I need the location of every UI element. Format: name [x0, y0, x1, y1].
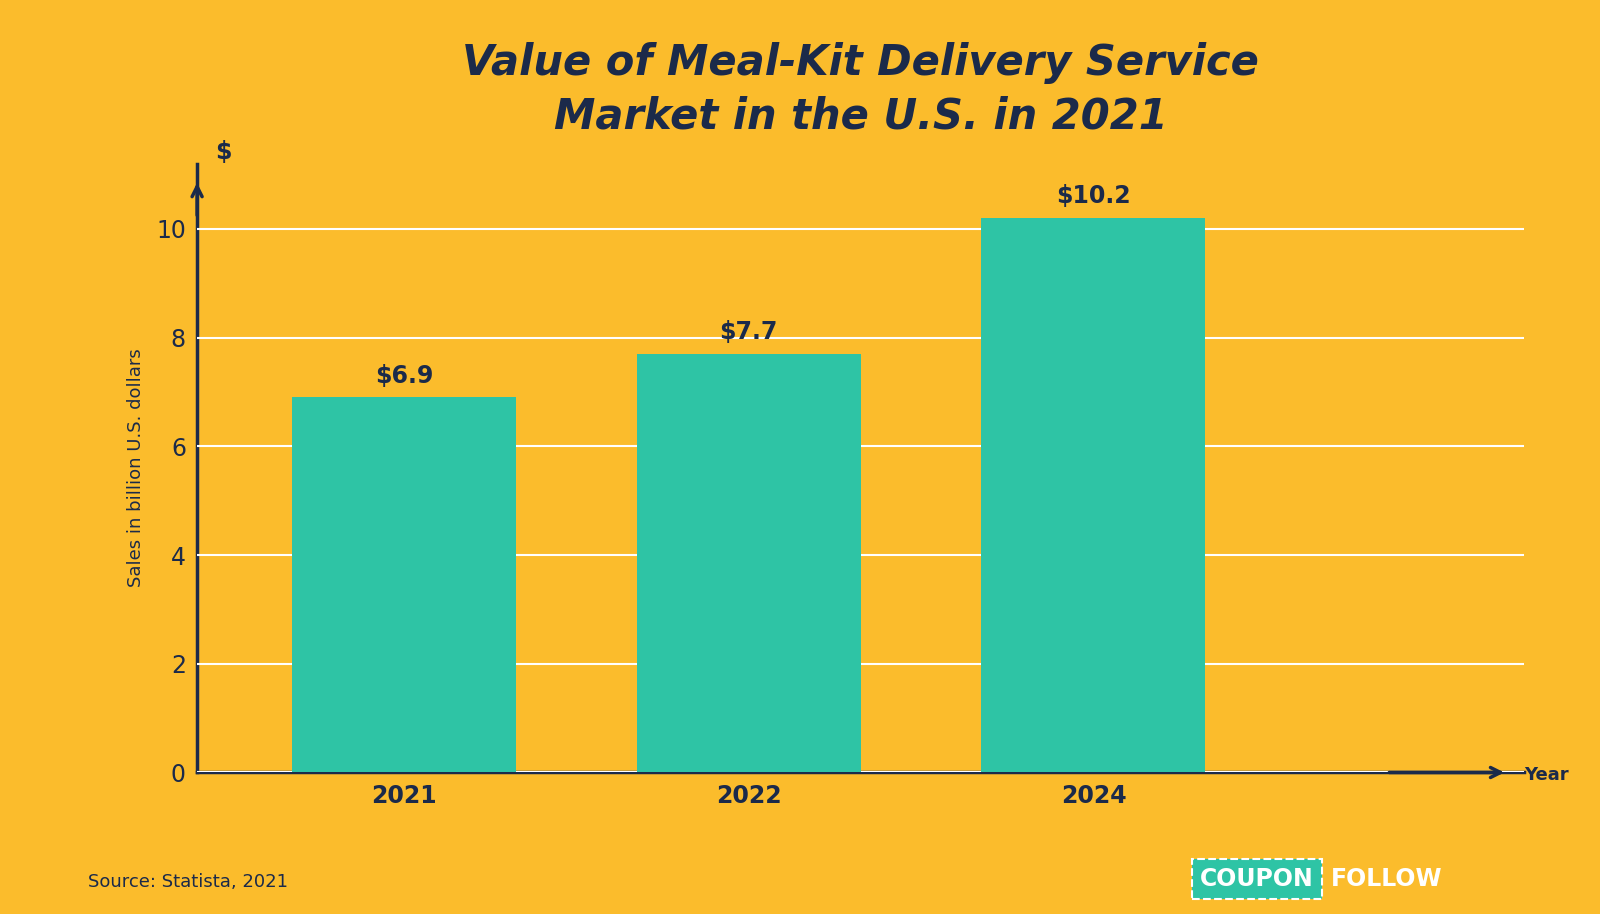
Text: $: $	[214, 140, 232, 164]
Text: Source: Statista, 2021: Source: Statista, 2021	[88, 873, 288, 891]
Text: COUPON: COUPON	[1200, 867, 1314, 891]
Bar	[637, 354, 861, 772]
Title: Value of Meal-Kit Delivery Service
Market in the U.S. in 2021: Value of Meal-Kit Delivery Service Marke…	[462, 42, 1259, 138]
Text: Year: Year	[1525, 766, 1570, 784]
Text: $10.2: $10.2	[1056, 185, 1131, 208]
Text: $7.7: $7.7	[720, 320, 778, 345]
Text: $6.9: $6.9	[374, 364, 434, 388]
Text: FOLLOW: FOLLOW	[1331, 867, 1443, 891]
Y-axis label: Sales in billion U.S. dollars: Sales in billion U.S. dollars	[126, 349, 146, 588]
Bar	[981, 218, 1205, 772]
Bar	[291, 398, 515, 772]
